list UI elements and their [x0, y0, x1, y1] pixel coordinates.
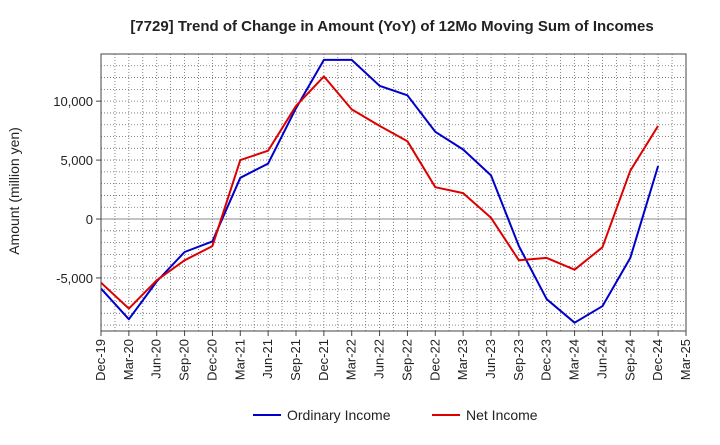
x-tick-label: Dec-22 [427, 339, 442, 381]
y-tick-label: 0 [86, 212, 93, 227]
x-axis-ticks: Dec-19 Mar-20 Jun-20 Sep-20 Dec-20 Mar-21 Jun-… [93, 331, 693, 381]
x-tick-label: Jun-21 [260, 339, 275, 379]
x-tick-label: Mar-21 [232, 339, 247, 380]
x-tick-label: Jun-22 [372, 339, 387, 379]
x-tick-label: Sep-23 [511, 339, 526, 381]
x-tick-label: Jun-20 [149, 339, 164, 379]
x-tick-label: Mar-24 [567, 339, 582, 380]
x-tick-label: Dec-20 [204, 339, 219, 381]
series-line-ordinary-income [100, 58, 660, 324]
x-tick-label: Dec-23 [539, 339, 554, 381]
grid-lines [101, 54, 686, 331]
x-tick-label: Dec-19 [93, 339, 108, 381]
x-tick-label: Sep-20 [177, 339, 192, 381]
x-tick-label: Mar-25 [678, 339, 693, 380]
series-lines [100, 58, 660, 324]
y-axis-label: Amount (million yen) [6, 127, 22, 255]
y-tick-label: 5,000 [60, 153, 93, 168]
series-line-net-income [100, 75, 659, 310]
x-tick-label: Mar-20 [121, 339, 136, 380]
y-tick-label: -5,000 [56, 271, 93, 286]
y-axis-ticks: -5,000 0 5,000 10,000 [53, 94, 101, 286]
x-tick-label: Sep-21 [288, 339, 303, 381]
x-tick-label: Jun-23 [483, 339, 498, 379]
x-tick-label: Dec-21 [316, 339, 331, 381]
plot-area-frame [100, 53, 687, 332]
x-tick-label: Dec-24 [650, 339, 665, 381]
chart-title: [7729] Trend of Change in Amount (YoY) o… [130, 18, 653, 35]
legend-label: Net Income [466, 407, 538, 423]
x-tick-label: Mar-22 [344, 339, 359, 380]
legend: Ordinary Income Net Income [253, 407, 538, 423]
y-tick-label: 10,000 [53, 94, 93, 109]
legend-label: Ordinary Income [287, 407, 391, 423]
x-tick-label: Sep-22 [399, 339, 414, 381]
x-tick-label: Mar-23 [455, 339, 470, 380]
x-tick-label: Sep-24 [622, 339, 637, 381]
x-tick-label: Jun-24 [594, 339, 609, 379]
